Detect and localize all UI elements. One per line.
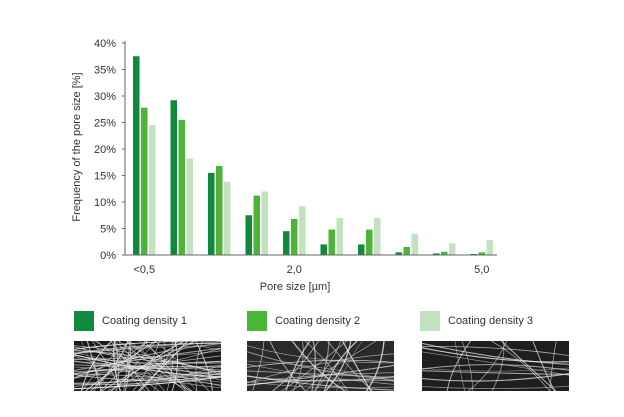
bar-series-1: [170, 100, 177, 256]
legend-item-density-1: Coating density 1: [74, 310, 187, 332]
y-tick-label: 30%: [94, 91, 116, 103]
bar-series-2: [366, 229, 373, 255]
legend-item-density-3: Coating density 3: [420, 310, 533, 332]
bar-series-1: [320, 244, 327, 255]
x-axis: <0,5 2,0 5,0: [125, 254, 497, 276]
sem-image-density-3: [422, 341, 569, 391]
y-tick-label: 10%: [94, 197, 116, 209]
y-axis: 0% 5% 10% 15% 20% 25% 30% 35% 40%: [94, 38, 126, 262]
x-tick-label: 5,0: [474, 264, 489, 276]
x-tick-label: 2,0: [287, 264, 302, 276]
bar-series-3: [449, 243, 456, 255]
bar-series-2: [141, 107, 148, 255]
bars: [133, 56, 493, 256]
y-tick-label: 35%: [94, 65, 116, 77]
legend: Coating density 1 Coating density 2 Coat…: [0, 310, 624, 340]
bar-series-3: [374, 217, 381, 255]
y-axis-title: Frequency of the pore size [%]: [71, 72, 83, 221]
bar-series-2: [403, 247, 410, 255]
y-tick-label: 25%: [94, 118, 116, 130]
bar-series-2: [178, 119, 185, 255]
bar-series-3: [149, 125, 156, 256]
y-tick-label: 20%: [94, 144, 116, 156]
legend-swatch-density-2: [247, 311, 267, 331]
legend-label-density-1: Coating density 1: [102, 315, 187, 327]
bar-series-2: [328, 229, 335, 255]
sem-image-density-2: [247, 341, 394, 391]
bar-series-2: [253, 195, 260, 255]
bar-series-2: [291, 218, 298, 255]
y-tick-label: 15%: [94, 171, 116, 183]
bar-series-1: [358, 244, 365, 255]
x-axis-title: Pore size [µm]: [260, 281, 331, 293]
bar-series-1: [208, 172, 215, 255]
bar-series-1: [433, 253, 440, 255]
bar-series-1: [395, 252, 402, 255]
bar-series-2: [216, 165, 223, 255]
legend-item-density-2: Coating density 2: [247, 310, 360, 332]
bar-series-2: [441, 251, 448, 255]
bar-series-3: [411, 233, 418, 255]
pore-size-chart: 0% 5% 10% 15% 20% 25% 30% 35% 40% <0,5 2,0 5,0 Fre…: [71, 38, 497, 293]
bar-series-3: [486, 240, 493, 255]
legend-label-density-3: Coating density 3: [448, 315, 533, 327]
bar-series-3: [186, 158, 193, 255]
bar-series-1: [283, 231, 290, 255]
x-tick-label: <0,5: [133, 264, 155, 276]
bar-series-3: [224, 181, 231, 255]
legend-swatch-density-3: [420, 311, 440, 331]
legend-label-density-2: Coating density 2: [275, 315, 360, 327]
y-tick-label: 5%: [100, 224, 116, 236]
bar-series-2: [478, 252, 485, 255]
bar-series-3: [336, 217, 343, 255]
y-tick-label: 40%: [94, 38, 116, 50]
legend-swatch-density-1: [74, 311, 94, 331]
bar-series-3: [261, 191, 268, 255]
bar-series-3: [299, 206, 306, 255]
sem-image-density-1: [74, 341, 221, 391]
bar-series-1: [245, 215, 252, 255]
y-tick-label: 0%: [100, 250, 116, 262]
bar-series-1: [470, 253, 477, 255]
bar-series-1: [133, 56, 140, 255]
